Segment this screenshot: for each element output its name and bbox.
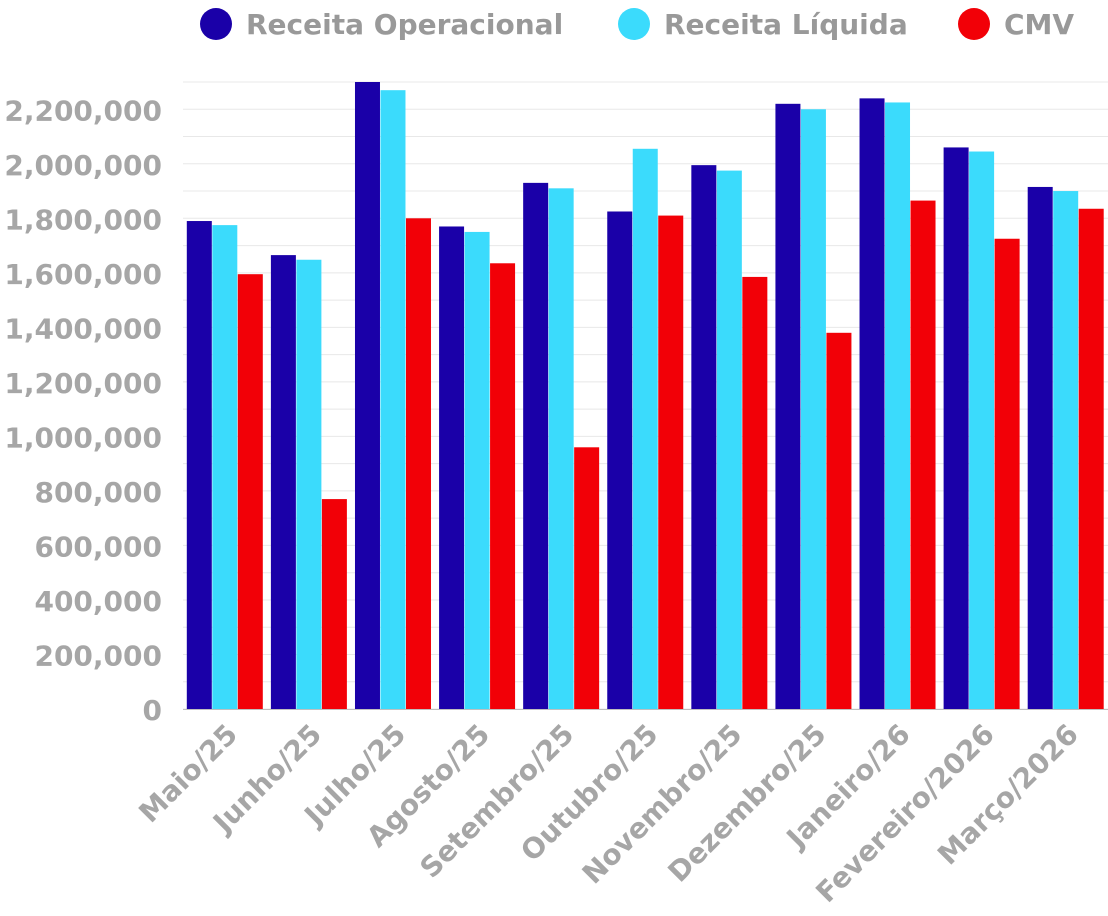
bar-receita-operacional-setembro-25 [523, 182, 549, 709]
legend-item-receita-operacional: Receita Operacional [200, 8, 563, 41]
bar-receita-liquida-setembro-25 [548, 188, 574, 709]
bar-cmv-agosto-25 [490, 263, 516, 709]
legend-swatch [200, 8, 232, 40]
y-tick-label: 1,600,000 [4, 258, 162, 291]
y-tick-label: 1,800,000 [4, 203, 162, 236]
bar-cmv-janeiro-26 [910, 200, 936, 709]
bar-receita-liquida-maio-25 [212, 225, 238, 709]
bar-cmv-novembro-25 [742, 276, 768, 709]
bar-receita-operacional-novembro-25 [691, 165, 717, 709]
y-tick-label: 2,000,000 [4, 149, 162, 182]
y-tick-label: 1,400,000 [4, 312, 162, 345]
bar-receita-liquida-outubro-25 [632, 148, 658, 710]
legend-label: Receita Líquida [664, 8, 908, 41]
legend-label: CMV [1004, 8, 1074, 41]
chart-legend: Receita Operacional Receita Líquida CMV [200, 8, 1074, 41]
bar-receita-operacional-maio-25 [186, 221, 212, 709]
y-tick-label: 200,000 [34, 639, 162, 672]
y-tick-label: 2,200,000 [4, 94, 162, 127]
bar-receita-operacional-fevereiro-2026 [943, 147, 969, 709]
bar-receita-liquida-agosto-25 [464, 231, 490, 709]
bar-cmv-maio-25 [237, 274, 263, 709]
bar-receita-operacional-agosto-25 [439, 226, 465, 710]
y-tick-label: 600,000 [34, 530, 162, 563]
y-axis: 0 200,000 400,000 600,000 800,000 1,000,000 1,… [4, 94, 162, 727]
x-axis: Maio/25Junho/25Julho/25Agosto/25Setembro… [132, 709, 1108, 909]
bar-receita-operacional-julho-25 [354, 82, 380, 709]
y-tick-label: 0 [143, 694, 162, 727]
y-tick-label: 1,000,000 [4, 421, 162, 454]
bar-cmv-junho-25 [321, 499, 347, 709]
bar-receita-liquida-novembro-25 [716, 170, 742, 710]
bar-cmv-outubro-25 [658, 215, 684, 709]
legend-swatch [618, 8, 650, 40]
legend-item-receita-liquida: Receita Líquida [618, 8, 908, 41]
legend-label: Receita Operacional [246, 8, 563, 41]
bar-cmv-fevereiro-2026 [994, 238, 1020, 709]
bar-receita-operacional-junho-25 [270, 255, 296, 710]
bar-receita-operacional-outubro-25 [607, 211, 633, 710]
y-tick-label: 800,000 [34, 476, 162, 509]
bar-cmv-dezembro-25 [826, 332, 852, 709]
bar-receita-operacional-dezembro-25 [775, 103, 801, 709]
x-tick-label: Setembro/25 [413, 718, 580, 885]
bar-receita-liquida-dezembro-25 [800, 109, 826, 709]
bar-receita-liquida-julho-25 [380, 90, 406, 710]
bar-cmv-julho-25 [405, 218, 431, 710]
bar-receita-liquida-fevereiro-2026 [969, 151, 995, 709]
bar-receita-liquida-janeiro-26 [885, 102, 911, 709]
bars [186, 82, 1104, 710]
bar-receita-operacional-marco-2026 [1027, 186, 1053, 709]
bar-receita-liquida-marco-2026 [1053, 191, 1079, 710]
legend-item-cmv: CMV [958, 8, 1074, 41]
bar-receita-operacional-janeiro-26 [859, 98, 885, 710]
bar-cmv-marco-2026 [1078, 208, 1104, 709]
y-tick-label: 400,000 [34, 585, 162, 618]
legend-swatch [958, 8, 990, 40]
bar-cmv-setembro-25 [574, 447, 600, 709]
y-tick-label: 1,200,000 [4, 367, 162, 400]
bar-receita-liquida-junho-25 [296, 259, 322, 709]
